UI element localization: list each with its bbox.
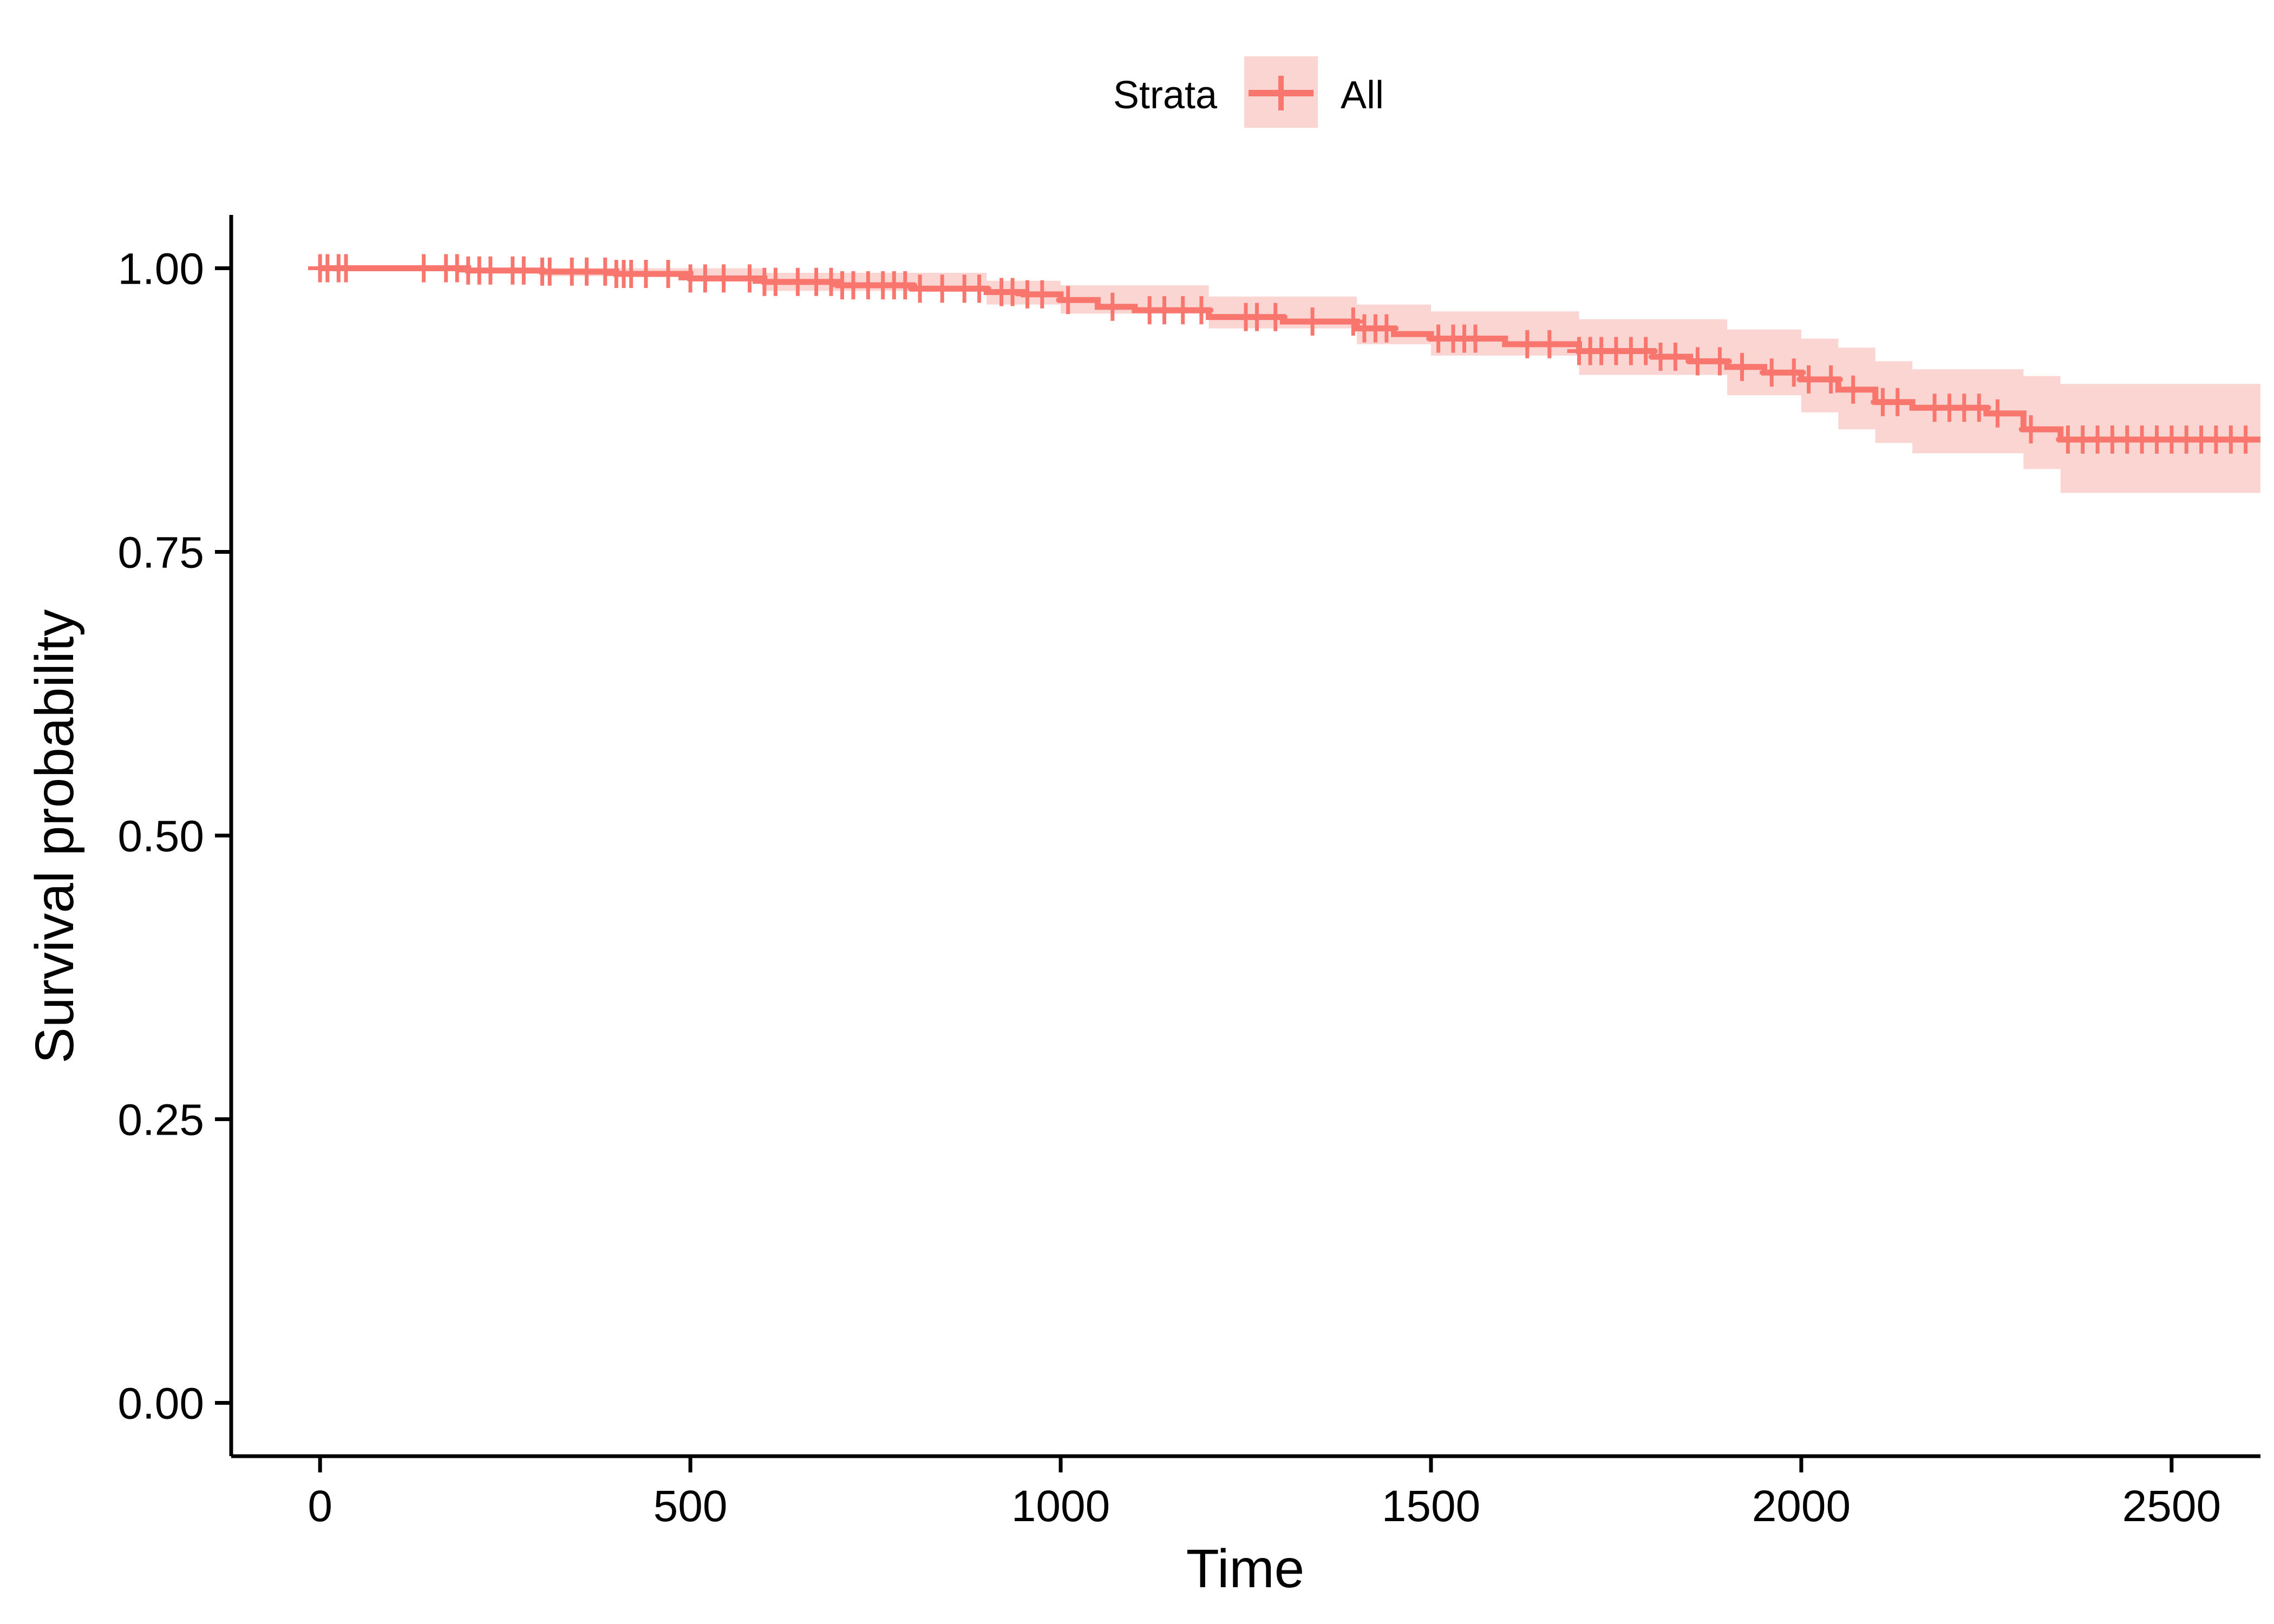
censor-mark — [1885, 388, 1910, 416]
confidence-band — [320, 268, 2260, 493]
legend-title: Strata — [1113, 74, 1218, 117]
legend-entry-all: All — [1341, 74, 1384, 117]
censor-mark — [1100, 292, 1125, 321]
censor-mark — [967, 274, 991, 303]
censor-mark — [1841, 375, 1865, 404]
censor-mark — [1967, 394, 1991, 422]
censor-mark — [1708, 347, 1732, 376]
x-tick-label: 1000 — [1011, 1482, 1110, 1531]
censor-mark — [1463, 324, 1487, 353]
censor-mark — [1030, 280, 1054, 309]
x-axis-ticks: 0 500 1000 1500 2000 2500 — [308, 1456, 2221, 1531]
censor-marks — [308, 254, 2258, 454]
x-tick-label: 0 — [308, 1482, 332, 1531]
censor-mark — [445, 254, 469, 283]
censor-mark — [1374, 314, 1399, 343]
censor-mark — [656, 260, 681, 288]
censor-mark — [711, 264, 736, 293]
censor-mark — [1730, 352, 1754, 381]
censor-mark — [1782, 358, 1806, 387]
censor-mark — [1341, 307, 1365, 336]
x-tick-label: 500 — [654, 1482, 728, 1531]
censor-mark — [1796, 365, 1821, 394]
x-tick-label: 1500 — [1382, 1482, 1480, 1531]
y-tick-label: 0.25 — [117, 1095, 204, 1144]
censor-mark — [908, 274, 932, 303]
censor-mark — [1537, 330, 1561, 358]
censor-mark — [1001, 278, 1025, 306]
y-axis-title: Survival probability — [24, 609, 85, 1063]
censor-mark — [1263, 303, 1288, 331]
y-tick-label: 1.00 — [117, 245, 204, 294]
censor-mark — [2019, 415, 2043, 444]
y-tick-label: 0.50 — [117, 812, 204, 861]
censor-mark — [1685, 347, 1710, 376]
censor-mark — [763, 267, 788, 296]
censor-mark — [478, 256, 502, 285]
y-axis-ticks: 0.00 0.25 0.50 0.75 1.00 — [117, 245, 231, 1428]
legend: Strata All — [1113, 56, 1384, 128]
censor-mark — [634, 260, 658, 288]
censor-mark — [1760, 358, 1784, 387]
censor-mark — [1515, 330, 1539, 358]
x-axis-title: Time — [1186, 1538, 1305, 1599]
censor-mark — [819, 267, 843, 296]
censor-mark — [1633, 337, 1658, 365]
censor-mark — [411, 254, 436, 283]
censor-mark — [2233, 425, 2258, 454]
censor-mark — [1056, 286, 1080, 315]
x-tick-label: 2500 — [2122, 1482, 2221, 1531]
x-tick-label: 2000 — [1752, 1482, 1851, 1531]
y-tick-label: 0.00 — [117, 1379, 204, 1428]
censor-mark — [1301, 307, 1325, 336]
y-tick-label: 0.75 — [117, 528, 204, 578]
censor-mark — [1663, 343, 1688, 371]
censor-mark — [538, 257, 562, 286]
censor-mark — [334, 254, 358, 283]
censor-mark — [930, 274, 955, 303]
censor-mark — [1819, 365, 1843, 394]
censor-mark — [1189, 296, 1213, 325]
censor-mark — [737, 264, 762, 293]
axes: 0 500 1000 1500 2000 2500 0.00 0.25 0.50 0.75 1.0… — [117, 215, 2260, 1531]
censor-mark — [893, 271, 917, 299]
censor-mark — [593, 257, 617, 286]
censor-mark — [1985, 399, 2010, 428]
plot-area — [308, 254, 2260, 493]
